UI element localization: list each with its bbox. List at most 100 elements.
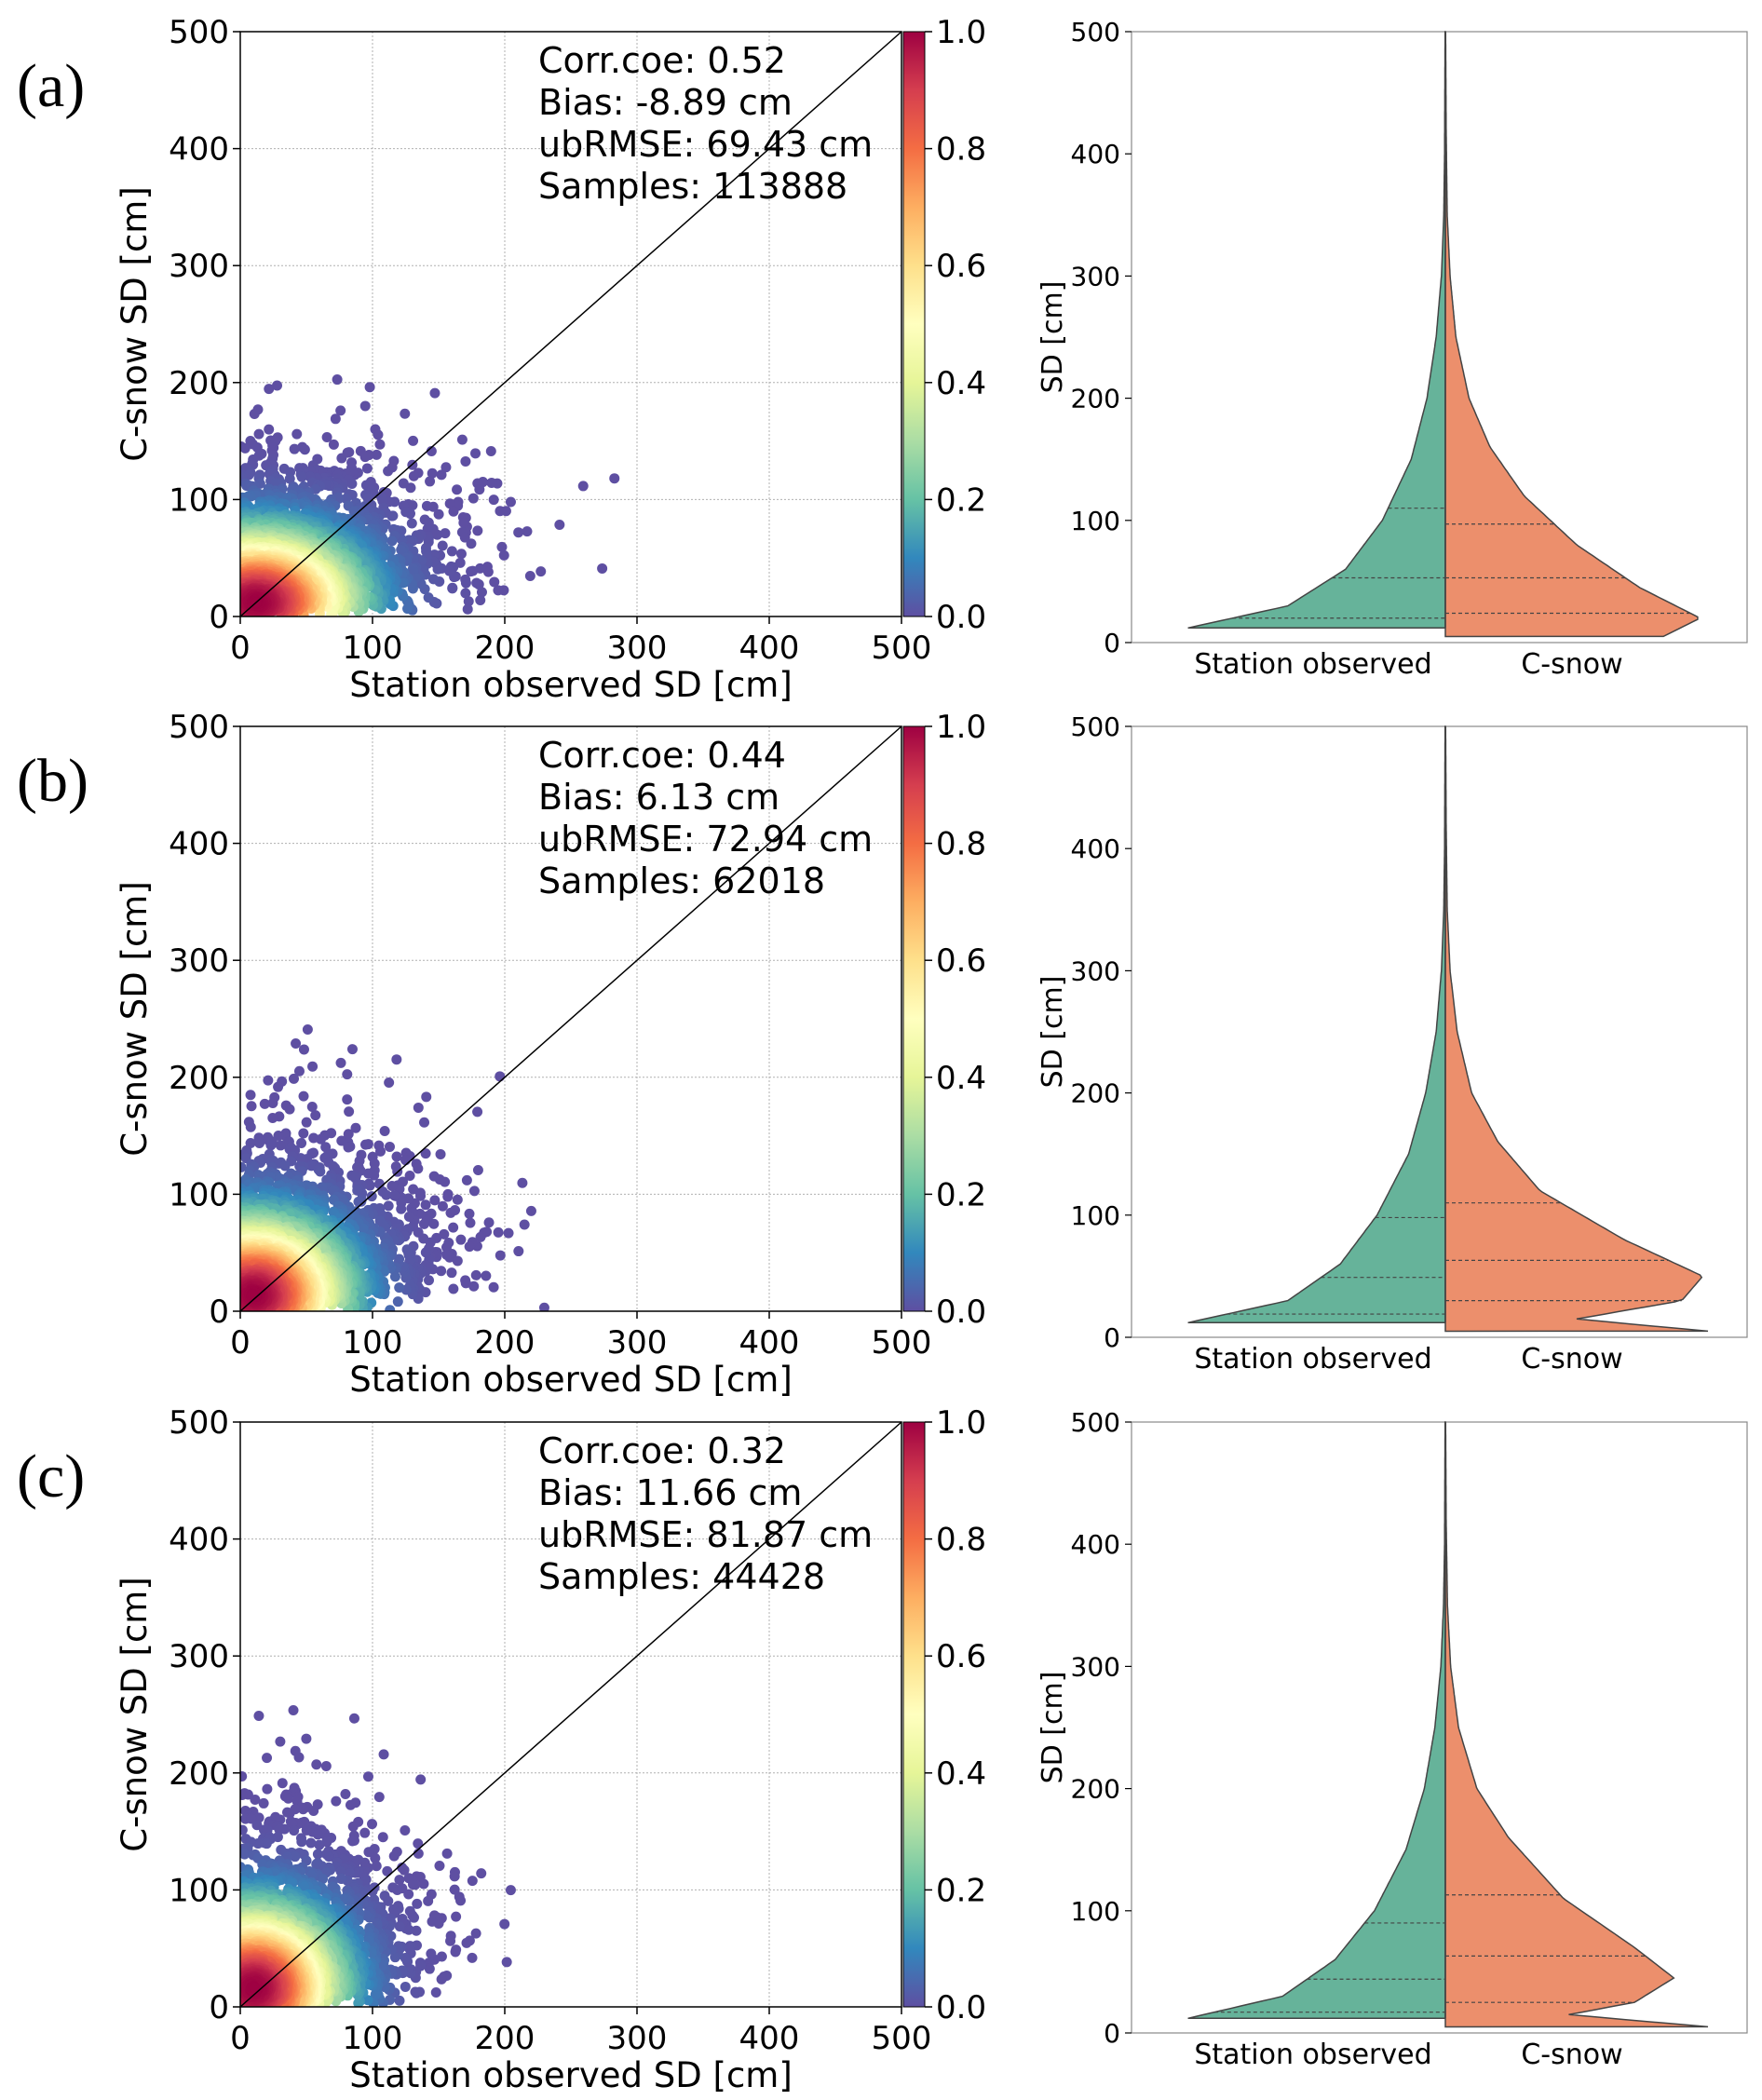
scatter-point — [425, 476, 436, 487]
scatter-point — [482, 566, 494, 577]
scatter-point — [299, 444, 310, 455]
scatter-point — [296, 471, 307, 482]
scatter-point — [413, 1163, 424, 1174]
scatter-point — [245, 1121, 256, 1132]
scatter-point — [420, 1247, 431, 1258]
scatter-point — [306, 1102, 318, 1113]
scatter-point — [388, 1190, 400, 1201]
scatter-point — [307, 1061, 319, 1072]
x-tick-label: 400 — [739, 630, 800, 667]
violin-y-tick-label: 200 — [1071, 384, 1120, 414]
scatter-point — [445, 1207, 456, 1218]
scatter-point — [493, 1226, 504, 1238]
scatter-point — [429, 387, 440, 399]
scatter-point — [386, 1180, 398, 1191]
scatter-point — [408, 1184, 419, 1195]
violin-y-tick-label: 300 — [1071, 261, 1120, 291]
colorbar-tick-label: 1.0 — [936, 14, 986, 51]
scatter-point — [442, 1191, 454, 1202]
scatter-point — [415, 1190, 427, 1201]
scatter-point — [423, 592, 434, 603]
scatter-point — [335, 405, 346, 416]
scatter-point — [446, 1267, 457, 1279]
scatter-point — [413, 1102, 424, 1113]
scatter-point — [284, 1104, 295, 1115]
scatter-point — [344, 1106, 355, 1118]
scatter-point — [517, 1177, 528, 1188]
scatter-point — [436, 469, 447, 481]
scatter-point — [597, 562, 608, 574]
scatter-gridlines — [240, 726, 901, 1311]
scatter-point — [259, 1098, 270, 1109]
scatter-point — [273, 1081, 284, 1092]
scatter-point — [538, 1302, 549, 1311]
scatter-point — [408, 470, 419, 481]
panel-label: (b) — [17, 747, 88, 815]
one-to-one-line — [239, 31, 902, 617]
scatter-point — [421, 1091, 432, 1103]
scatter-point — [468, 493, 479, 504]
scatter-point — [371, 449, 382, 460]
scatter-point — [554, 520, 565, 531]
scatter-point — [272, 380, 283, 391]
violin-y-axis-label: SD [cm] — [1037, 281, 1069, 394]
scatter-point — [352, 1185, 363, 1196]
scatter-point — [435, 1148, 446, 1159]
colorbar-tick-label: 0.2 — [936, 481, 986, 519]
scatter-point — [350, 1122, 361, 1133]
x-tick-label: 100 — [343, 630, 403, 667]
colorbar-tick-label: 0.8 — [936, 131, 986, 169]
scatter-point — [315, 1166, 326, 1177]
scatter-point — [498, 549, 509, 561]
scatter-point — [476, 587, 487, 598]
scatter-point — [298, 1091, 309, 1102]
stat-ubrmse: ubRMSE: 69.43 cm — [538, 124, 873, 165]
scatter-point — [475, 1231, 486, 1242]
scatter-point — [466, 566, 477, 577]
scatter-point — [452, 1255, 463, 1267]
scatter-point — [444, 498, 455, 509]
scatter-point — [465, 1217, 476, 1228]
scatter-point — [472, 525, 483, 536]
scatter-point — [383, 1200, 394, 1212]
scatter-point — [493, 585, 504, 596]
scatter-point — [406, 518, 417, 529]
scatter-point — [302, 1023, 313, 1035]
scatter-point — [440, 528, 451, 539]
scatter-point — [505, 496, 516, 508]
scatter-point — [503, 1227, 514, 1239]
scatter-point — [452, 484, 463, 495]
scatter-point — [310, 1110, 321, 1121]
scatter-point — [432, 563, 443, 575]
scatter-point — [448, 506, 459, 517]
scatter-point — [436, 1266, 447, 1277]
scatter-point — [267, 1112, 278, 1123]
scatter-point — [267, 1098, 278, 1109]
scatter-point — [437, 1200, 448, 1212]
scatter-point — [485, 445, 496, 456]
scatter-point — [489, 576, 500, 588]
scatter-point — [440, 462, 452, 473]
scatter-point — [495, 1250, 506, 1261]
stat-bias: Bias: -8.89 cm — [538, 82, 793, 123]
scatter-point — [264, 424, 275, 435]
scatter-point — [419, 1117, 430, 1128]
scatter-point — [420, 1148, 431, 1159]
y-tick-label: 500 — [169, 14, 229, 51]
scatter-point — [421, 500, 432, 511]
scatter-point — [458, 517, 469, 528]
scatter-point — [398, 478, 409, 489]
scatter-point — [240, 442, 251, 454]
colorbar-tick-label: 0.0 — [936, 599, 986, 636]
scatter-point — [464, 1241, 475, 1253]
scatter-point — [486, 477, 497, 488]
scatter-point — [452, 1194, 463, 1205]
scatter-point — [321, 431, 332, 442]
scatter-point — [495, 506, 506, 517]
scatter-point — [463, 596, 474, 607]
scatter-point — [472, 1106, 483, 1118]
scatter-point — [364, 382, 375, 393]
scatter-point — [402, 603, 413, 615]
scatter-point — [496, 541, 508, 552]
scatter-point — [495, 1071, 506, 1082]
